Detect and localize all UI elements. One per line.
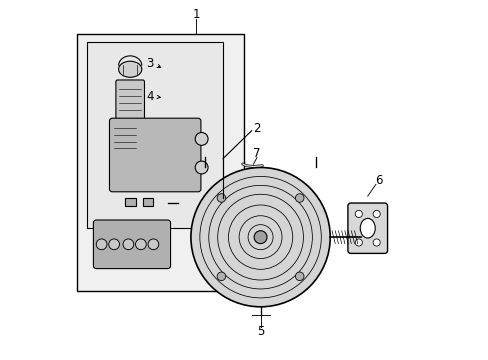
Circle shape	[190, 167, 329, 307]
FancyBboxPatch shape	[109, 118, 201, 192]
Text: 1: 1	[192, 8, 200, 21]
Circle shape	[354, 210, 362, 217]
Circle shape	[123, 239, 134, 249]
Circle shape	[295, 272, 304, 280]
Circle shape	[195, 132, 207, 145]
Circle shape	[96, 239, 107, 249]
Circle shape	[372, 239, 380, 246]
Bar	[142, 198, 153, 206]
Circle shape	[217, 272, 225, 280]
FancyBboxPatch shape	[347, 203, 387, 253]
Circle shape	[372, 210, 380, 217]
Bar	[87, 42, 223, 228]
Ellipse shape	[360, 219, 374, 238]
Circle shape	[108, 239, 119, 249]
Ellipse shape	[118, 61, 142, 77]
FancyBboxPatch shape	[116, 80, 144, 126]
Circle shape	[135, 239, 146, 249]
Bar	[77, 33, 244, 291]
Circle shape	[354, 239, 362, 246]
Circle shape	[295, 194, 304, 202]
Text: 7: 7	[253, 147, 260, 160]
Circle shape	[148, 239, 159, 249]
Text: 5: 5	[256, 325, 264, 338]
Text: 3: 3	[146, 57, 153, 71]
Text: 6: 6	[374, 174, 382, 186]
FancyBboxPatch shape	[93, 220, 170, 269]
Circle shape	[195, 161, 207, 174]
Circle shape	[254, 231, 266, 244]
Text: 4: 4	[145, 90, 153, 103]
Text: 2: 2	[253, 122, 260, 135]
Bar	[124, 198, 135, 206]
Circle shape	[217, 194, 225, 202]
